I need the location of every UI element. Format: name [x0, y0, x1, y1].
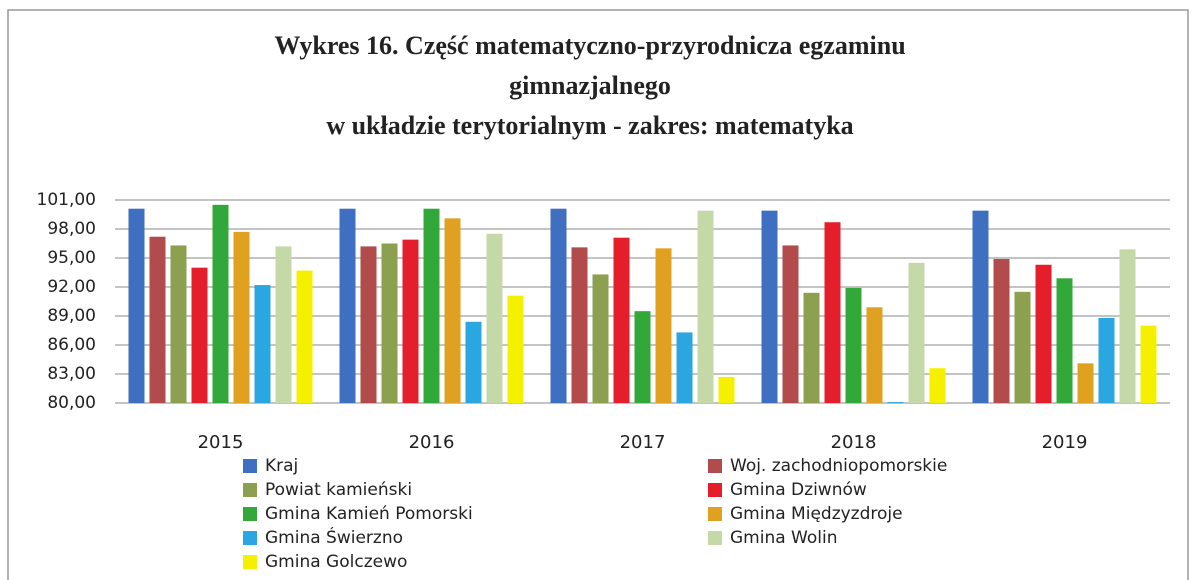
legend-swatch [243, 531, 257, 545]
legend-swatch [708, 531, 722, 545]
bar [275, 246, 292, 403]
bar [339, 208, 356, 403]
bar [149, 236, 166, 403]
legend-swatch [243, 555, 257, 569]
bar [402, 239, 419, 403]
chart-title: gimnazjalnego [509, 71, 671, 100]
bar [128, 208, 145, 403]
y-tick-label: 80,00 [47, 393, 96, 413]
legend-swatch [708, 459, 722, 473]
chart-title: Wykres 16. Część matematyczno-przyrodnic… [274, 31, 905, 60]
bar [550, 208, 567, 403]
bar [887, 402, 904, 403]
bar [824, 222, 841, 403]
y-tick-label: 101,00 [37, 190, 96, 210]
y-tick-label: 95,00 [47, 248, 96, 268]
bar [423, 208, 440, 403]
bar [191, 267, 208, 403]
bar [507, 295, 524, 403]
legend-label: Gmina Kamień Pomorski [265, 504, 473, 524]
y-tick-label: 92,00 [47, 277, 96, 297]
bar [761, 210, 778, 403]
y-tick-label: 98,00 [47, 219, 96, 239]
x-tick-label: 2015 [198, 432, 244, 453]
bar [212, 204, 229, 403]
y-tick-label: 89,00 [47, 306, 96, 326]
legend-label: Woj. zachodniopomorskie [730, 456, 947, 476]
x-tick-label: 2018 [831, 432, 877, 453]
bar [233, 231, 250, 403]
bar [718, 376, 735, 403]
bar [170, 245, 187, 403]
bar [803, 292, 820, 403]
bar [993, 258, 1010, 403]
x-tick-label: 2016 [409, 432, 455, 453]
bar [486, 233, 503, 403]
y-tick-label: 83,00 [47, 364, 96, 384]
legend-label: Gmina Świerzno [265, 526, 403, 548]
legend-label: Gmina Dziwnów [730, 480, 867, 500]
legend-label: Kraj [265, 456, 298, 476]
legend-swatch [243, 483, 257, 497]
legend-label: Gmina Międzyzdroje [730, 504, 903, 524]
legend-label: Gmina Golczewo [265, 552, 407, 572]
bar [634, 311, 651, 403]
legend-label: Powiat kamieński [265, 480, 412, 500]
bar [613, 237, 630, 403]
bar [1119, 249, 1136, 403]
bar [592, 274, 609, 403]
legend-swatch [708, 483, 722, 497]
bar [697, 210, 714, 403]
bar [1035, 264, 1052, 403]
bar [1098, 317, 1115, 403]
bar [1056, 278, 1073, 403]
bar [676, 332, 693, 403]
bar [929, 368, 946, 403]
x-tick-label: 2017 [620, 432, 666, 453]
bar [972, 210, 989, 403]
y-tick-label: 86,00 [47, 335, 96, 355]
bar [1014, 291, 1031, 403]
bar [254, 285, 271, 403]
bar [866, 307, 883, 403]
bar [1077, 363, 1094, 403]
bar [571, 247, 588, 403]
legend-label: Gmina Wolin [730, 528, 838, 548]
bar [381, 243, 398, 403]
legend-swatch [708, 507, 722, 521]
frame [7, 9, 1189, 580]
bar [360, 246, 377, 403]
bar [782, 245, 799, 403]
legend-swatch [243, 507, 257, 521]
legend-swatch [243, 459, 257, 473]
bar [908, 262, 925, 403]
bar [296, 270, 313, 403]
bar [465, 321, 482, 403]
bar [655, 248, 672, 403]
chart-title: w układzie terytorialnym - zakres: matem… [326, 111, 853, 140]
x-tick-label: 2019 [1042, 432, 1088, 453]
bar [444, 218, 461, 403]
bar [845, 287, 862, 403]
bar [1140, 325, 1157, 403]
